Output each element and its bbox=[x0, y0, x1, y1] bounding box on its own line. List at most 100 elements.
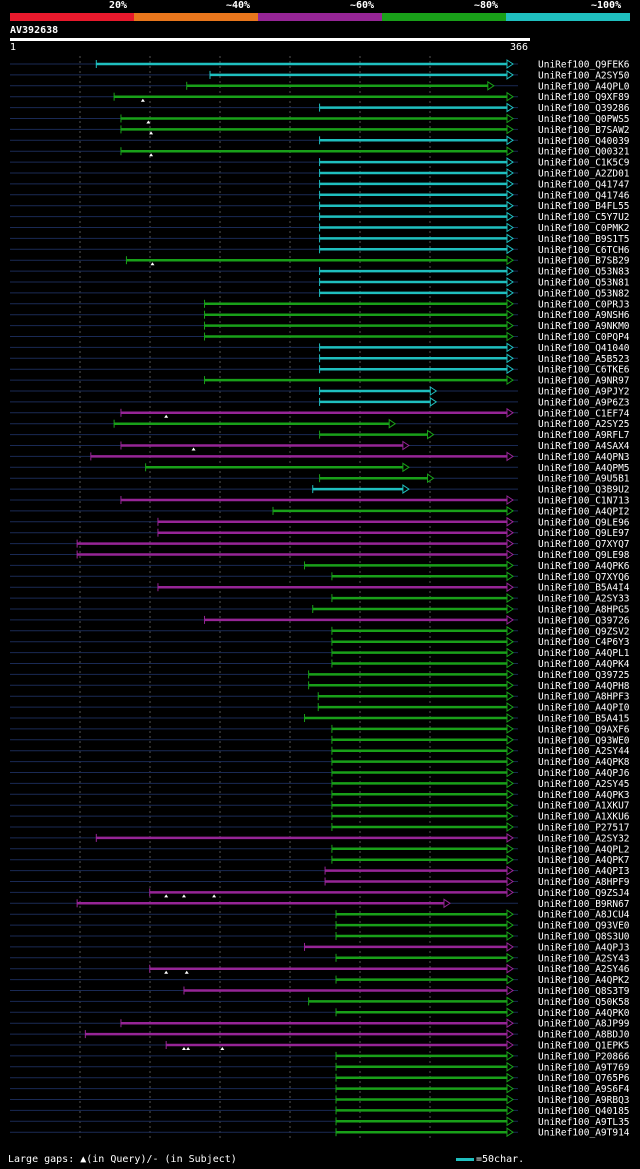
hit-arrowhead bbox=[506, 691, 514, 702]
legend-segment bbox=[382, 13, 506, 21]
hit-arrowhead bbox=[429, 396, 438, 407]
hit-arrowhead bbox=[506, 1029, 514, 1040]
hit-label: UniRef100_Q8S3T9 bbox=[538, 986, 630, 997]
hit-arrowhead bbox=[506, 713, 514, 723]
hit-arrowhead bbox=[506, 1007, 514, 1018]
hit-arrowhead bbox=[506, 1127, 514, 1138]
hit-arrowhead bbox=[506, 135, 514, 146]
hit-label: UniRef100_A9TL35 bbox=[538, 1117, 630, 1128]
hit-label: UniRef100_Q9LE98 bbox=[538, 550, 630, 561]
identity-legend-bar bbox=[10, 13, 630, 21]
hit-label: UniRef100_Q41746 bbox=[538, 190, 630, 201]
hit-label: UniRef100_Q9ZSV2 bbox=[538, 626, 630, 637]
hit-label: UniRef100_B5A415 bbox=[538, 714, 630, 725]
hit-arrowhead bbox=[506, 702, 514, 713]
hit-label: UniRef100_A4QPI0 bbox=[538, 703, 630, 714]
legend-segment bbox=[506, 13, 630, 21]
hit-arrowhead bbox=[506, 309, 514, 320]
hit-arrowhead bbox=[506, 941, 514, 952]
hit-arrowhead bbox=[506, 516, 514, 527]
hit-label: UniRef100_A4QPL2 bbox=[538, 844, 630, 855]
query-gap-marker bbox=[146, 120, 151, 124]
hit-arrowhead bbox=[506, 876, 514, 887]
hit-label: UniRef100_Q40039 bbox=[538, 136, 630, 147]
hit-arrowhead bbox=[506, 843, 514, 854]
hit-label: UniRef100_B4FL55 bbox=[538, 201, 630, 212]
hit-arrowhead bbox=[506, 146, 514, 157]
hit-arrowhead bbox=[506, 211, 514, 222]
hit-arrowhead bbox=[506, 189, 514, 200]
hit-arrowhead bbox=[506, 222, 514, 233]
hit-arrowhead bbox=[506, 822, 514, 832]
hit-label: UniRef100_Q53N82 bbox=[538, 288, 630, 299]
hit-arrowhead bbox=[506, 113, 514, 124]
hit-arrowhead bbox=[506, 985, 514, 996]
hit-arrowhead bbox=[506, 157, 514, 168]
legend-segment bbox=[134, 13, 258, 21]
hit-arrowhead bbox=[506, 375, 514, 386]
hit-label: UniRef100_A4QPN3 bbox=[538, 452, 630, 463]
hit-arrowhead bbox=[506, 865, 514, 876]
hit-arrowhead bbox=[506, 505, 514, 516]
hit-label: UniRef100_A4QPM5 bbox=[538, 463, 630, 474]
hit-label: UniRef100_Q50K58 bbox=[538, 997, 630, 1008]
hit-arrowhead bbox=[506, 800, 514, 811]
hit-label: UniRef100_A4QPK2 bbox=[538, 975, 630, 986]
legend-label: ~60% bbox=[350, 0, 375, 11]
hit-arrowhead bbox=[506, 1094, 514, 1105]
hit-label: UniRef100_B9S1T5 bbox=[538, 234, 630, 245]
hit-arrowhead bbox=[506, 614, 514, 625]
query-gap-marker bbox=[164, 970, 169, 974]
hit-label: UniRef100_A2ZD01 bbox=[538, 169, 630, 180]
hit-arrowhead bbox=[506, 887, 514, 898]
hit-arrowhead bbox=[506, 244, 514, 255]
hit-arrowhead bbox=[506, 745, 514, 756]
hit-arrowhead bbox=[402, 440, 410, 451]
hit-arrowhead bbox=[443, 898, 451, 909]
hit-label: UniRef100_Q40185 bbox=[538, 1106, 630, 1117]
hit-label: UniRef100_A4QPI2 bbox=[538, 506, 630, 517]
query-start-label: 1 bbox=[10, 42, 17, 53]
hit-label: UniRef100_A8BDJ0 bbox=[538, 1030, 630, 1041]
hit-label: UniRef100_Q9LE96 bbox=[538, 517, 630, 528]
hit-arrowhead bbox=[506, 1061, 514, 1072]
hit-arrowhead bbox=[506, 102, 514, 113]
hit-label: UniRef100_Q00321 bbox=[538, 147, 630, 158]
hit-label: UniRef100_Q39286 bbox=[538, 103, 630, 114]
hit-arrowhead bbox=[506, 277, 514, 287]
hit-arrowhead bbox=[402, 484, 410, 495]
hit-label: UniRef100_A9NSH6 bbox=[538, 310, 630, 321]
hit-label: UniRef100_Q53N81 bbox=[538, 278, 630, 289]
hit-arrowhead bbox=[506, 168, 514, 178]
hit-arrowhead bbox=[506, 658, 514, 669]
hit-label: UniRef100_C4P6Y3 bbox=[538, 637, 630, 648]
hit-label: UniRef100_Q765P6 bbox=[538, 1073, 630, 1084]
hit-label: UniRef100_Q9ZSJ4 bbox=[538, 888, 630, 899]
hit-arrowhead bbox=[506, 854, 514, 865]
query-gap-marker bbox=[220, 1047, 225, 1050]
hit-label: UniRef100_Q1EPK5 bbox=[538, 1041, 630, 1052]
hit-arrowhead bbox=[506, 255, 514, 266]
hit-arrowhead bbox=[506, 571, 514, 582]
hit-arrowhead bbox=[506, 778, 514, 789]
hit-arrowhead bbox=[506, 680, 514, 691]
hit-label: UniRef100_C0PMK2 bbox=[538, 223, 630, 234]
hit-arrowhead bbox=[506, 756, 514, 767]
query-gap-marker bbox=[149, 153, 154, 157]
hit-label: UniRef100_A9NR97 bbox=[538, 376, 630, 387]
legend-label: ~80% bbox=[474, 0, 499, 11]
hit-arrowhead bbox=[388, 418, 397, 429]
hit-label: UniRef100_A9RBQ3 bbox=[538, 1095, 630, 1106]
hit-label: UniRef100_A4QPI3 bbox=[538, 866, 630, 877]
hit-label: UniRef100_A8JP99 bbox=[538, 1019, 630, 1030]
hit-arrowhead bbox=[429, 386, 438, 396]
hit-label: UniRef100_A4QPL1 bbox=[538, 648, 630, 659]
legend-segment bbox=[258, 13, 382, 21]
hit-arrowhead bbox=[506, 723, 514, 734]
hit-arrowhead bbox=[506, 1083, 514, 1094]
hit-label: UniRef100_Q7XYQ6 bbox=[538, 572, 630, 583]
hit-label: UniRef100_C6TCH6 bbox=[538, 245, 630, 256]
hit-arrowhead bbox=[506, 342, 514, 353]
hit-label: UniRef100_A2SY33 bbox=[538, 594, 630, 605]
